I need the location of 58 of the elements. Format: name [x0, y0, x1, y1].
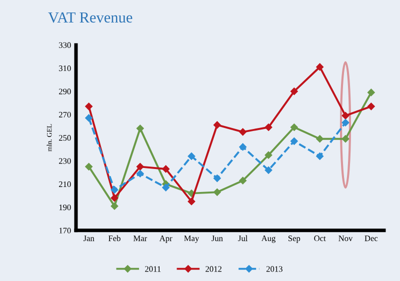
y-tick-label: 250 — [59, 135, 71, 141]
point — [368, 88, 375, 96]
point — [342, 118, 350, 126]
point — [368, 102, 375, 110]
point — [110, 202, 118, 210]
point — [188, 198, 196, 206]
x-tick-label: Apr — [159, 236, 172, 243]
point — [85, 163, 92, 170]
x-tick-label: Jan — [83, 236, 94, 242]
point — [290, 124, 298, 131]
point — [214, 188, 221, 196]
point — [290, 138, 298, 145]
point — [264, 166, 272, 174]
point — [85, 114, 92, 122]
point — [264, 124, 272, 131]
point — [136, 163, 144, 170]
point — [188, 152, 196, 160]
point — [110, 194, 118, 202]
x-tick-label: Jul — [238, 235, 248, 242]
point — [316, 63, 324, 71]
point — [264, 151, 272, 159]
point — [239, 128, 246, 136]
y-tick-label: 170 — [59, 228, 71, 234]
x-tick-label: Dec — [364, 236, 378, 242]
point — [316, 152, 324, 160]
y-tick-label: 310 — [59, 65, 71, 72]
x-tick-label: Aug — [261, 236, 276, 243]
y-tick-label: 230 — [59, 158, 71, 164]
point — [110, 186, 118, 194]
x-tick-label: Jun — [212, 236, 223, 242]
point — [214, 174, 221, 182]
point — [316, 135, 324, 142]
point — [239, 176, 246, 184]
point — [342, 112, 350, 120]
point — [162, 184, 170, 192]
legend-label: 2012 — [206, 266, 222, 272]
point — [342, 135, 350, 142]
point — [85, 102, 92, 110]
point — [136, 124, 144, 132]
y-tick-label: 190 — [59, 204, 71, 210]
point — [239, 143, 246, 151]
legend-label: 2013 — [266, 266, 282, 272]
y-tick-label: 330 — [59, 42, 71, 48]
point — [136, 170, 144, 178]
x-tick-label: May — [184, 236, 200, 243]
point — [214, 121, 221, 129]
x-tick-label: Oct — [314, 236, 326, 242]
point — [290, 88, 298, 95]
x-tick-label: Mar — [133, 236, 148, 242]
y-tick-label: 210 — [59, 181, 71, 188]
chart-title: VAT Revenue — [48, 12, 132, 23]
point — [162, 165, 170, 173]
y-tick-label: 270 — [59, 112, 71, 118]
x-tick-label: Feb — [108, 235, 120, 242]
x-tick-label: Nov — [338, 236, 353, 242]
y-tick-label: 290 — [59, 88, 71, 94]
x-tick-label: Sep — [288, 236, 300, 243]
legend-label: 2011 — [145, 266, 161, 272]
